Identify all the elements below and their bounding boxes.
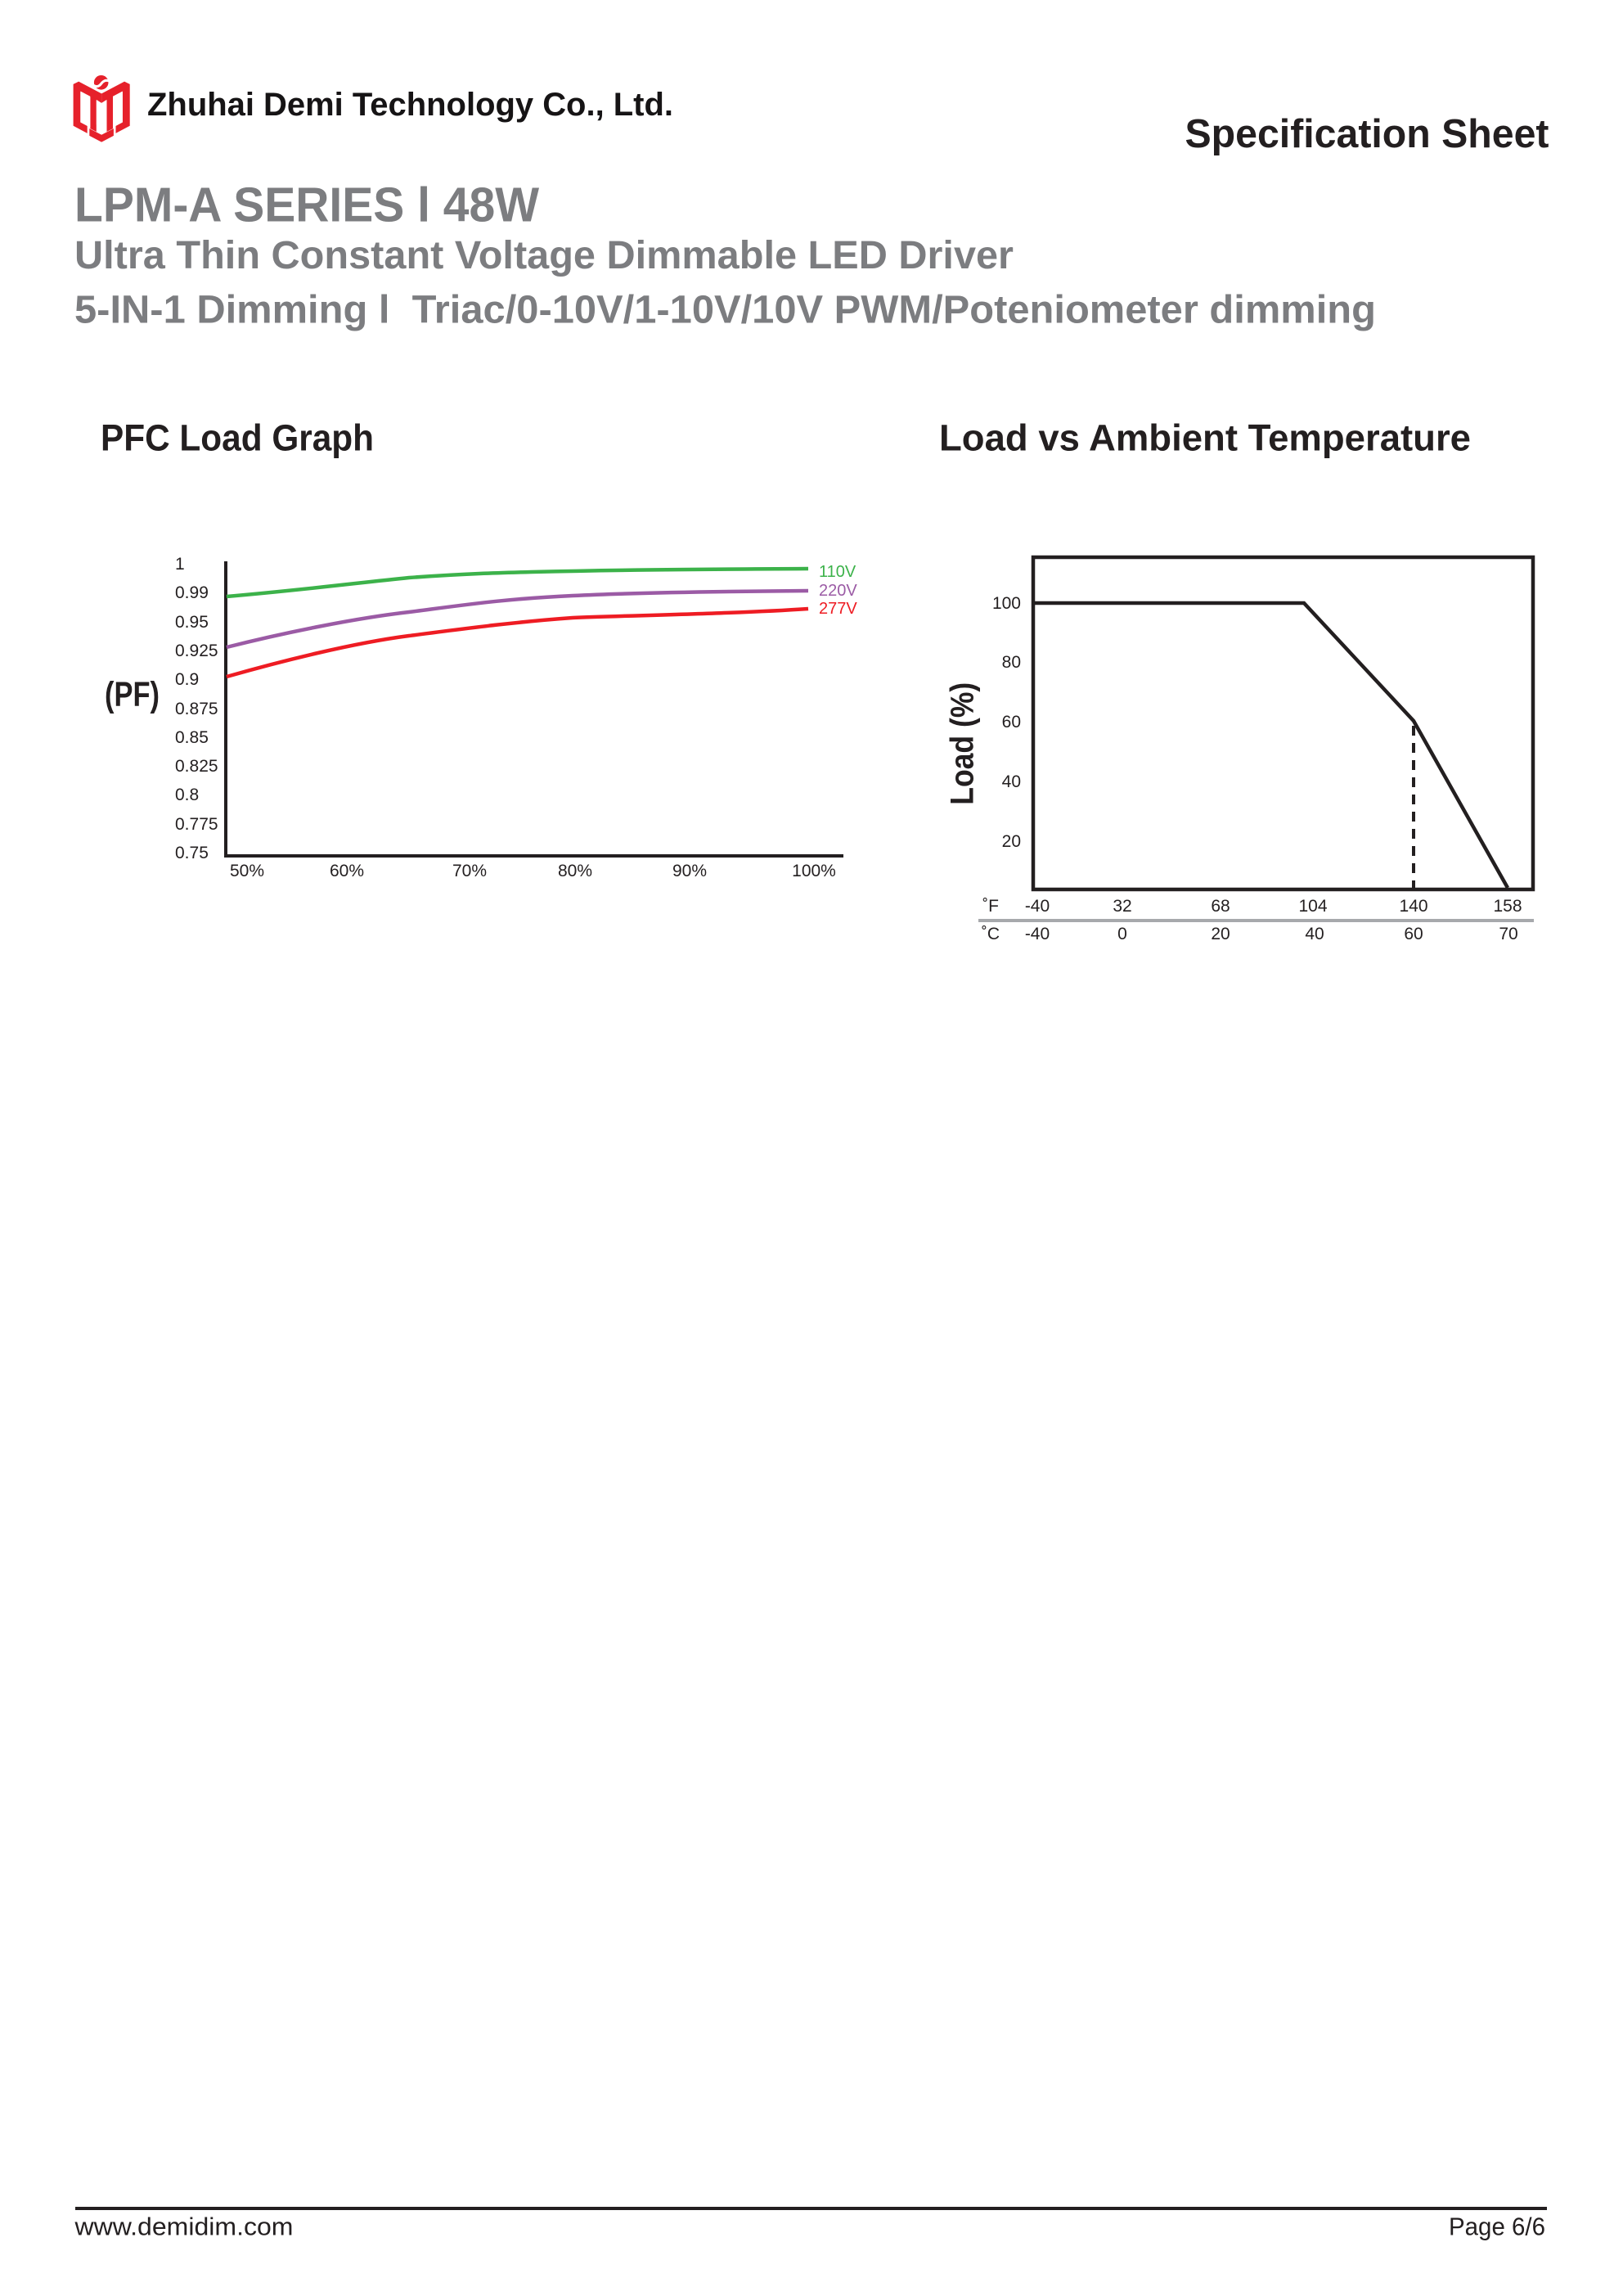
svg-text:110V: 110V	[819, 563, 856, 581]
svg-text:80%: 80%	[558, 862, 592, 880]
svg-text:0.925: 0.925	[175, 642, 218, 660]
svg-text:40: 40	[1305, 925, 1324, 943]
svg-text:www.demidim.com: www.demidim.com	[74, 2213, 293, 2241]
svg-text:20: 20	[1211, 925, 1230, 943]
svg-text:32: 32	[1113, 897, 1131, 916]
svg-text:Zhuhai Demi Technology Co., Lt: Zhuhai Demi Technology Co., Ltd.	[147, 87, 673, 123]
svg-text:˚F: ˚F	[982, 897, 999, 916]
svg-text:70%: 70%	[452, 862, 487, 880]
svg-text:0: 0	[1117, 925, 1127, 943]
svg-text:60%: 60%	[330, 862, 364, 880]
svg-text:40: 40	[1002, 772, 1021, 791]
svg-text:100: 100	[992, 594, 1021, 613]
svg-text:Specification Sheet: Specification Sheet	[1185, 112, 1549, 156]
svg-text:60: 60	[1002, 713, 1021, 732]
svg-text:0.8: 0.8	[175, 786, 199, 804]
svg-text:60: 60	[1404, 925, 1423, 943]
svg-text:LPM-A SERIES l 48W: LPM-A SERIES l 48W	[74, 178, 540, 232]
svg-text:0.875: 0.875	[175, 700, 218, 718]
svg-text:Load vs Ambient Temperature: Load vs Ambient Temperature	[939, 417, 1471, 459]
svg-text:50%: 50%	[230, 862, 264, 880]
svg-text:5-IN-1 Dimming l Triac/0-10V/: 5-IN-1 Dimming l Triac/0-10V/1-10V/10V P…	[74, 288, 1376, 332]
svg-text:-40: -40	[1025, 897, 1050, 916]
svg-text:0.775: 0.775	[175, 815, 218, 834]
svg-text:-40: -40	[1025, 925, 1050, 943]
svg-text:100%: 100%	[792, 862, 836, 880]
svg-text:Load (%): Load (%)	[945, 682, 981, 805]
svg-text:0.825: 0.825	[175, 757, 218, 776]
svg-text:104: 104	[1298, 897, 1327, 916]
svg-text:0.85: 0.85	[175, 728, 209, 747]
svg-text:140: 140	[1399, 897, 1427, 916]
svg-text:68: 68	[1211, 897, 1230, 916]
svg-text:0.75: 0.75	[175, 844, 209, 862]
svg-text:158: 158	[1493, 897, 1522, 916]
svg-text:0.99: 0.99	[175, 583, 209, 602]
svg-text:Ultra Thin Constant Voltage Di: Ultra Thin Constant Voltage Dimmable LED…	[74, 233, 1014, 277]
svg-text:70: 70	[1499, 925, 1517, 943]
svg-text:PFC Load Graph: PFC Load Graph	[101, 417, 374, 459]
svg-text:80: 80	[1002, 653, 1021, 672]
svg-text:(PF): (PF)	[105, 675, 160, 714]
svg-text:20: 20	[1002, 832, 1021, 851]
svg-text:1: 1	[175, 555, 185, 574]
svg-text:˚C: ˚C	[982, 925, 1000, 943]
svg-text:90%: 90%	[672, 862, 707, 880]
svg-text:277V: 277V	[819, 600, 857, 618]
svg-text:220V: 220V	[819, 582, 857, 600]
svg-text:Page 6/6: Page 6/6	[1449, 2213, 1545, 2241]
svg-text:0.9: 0.9	[175, 670, 199, 689]
svg-text:0.95: 0.95	[175, 613, 209, 632]
